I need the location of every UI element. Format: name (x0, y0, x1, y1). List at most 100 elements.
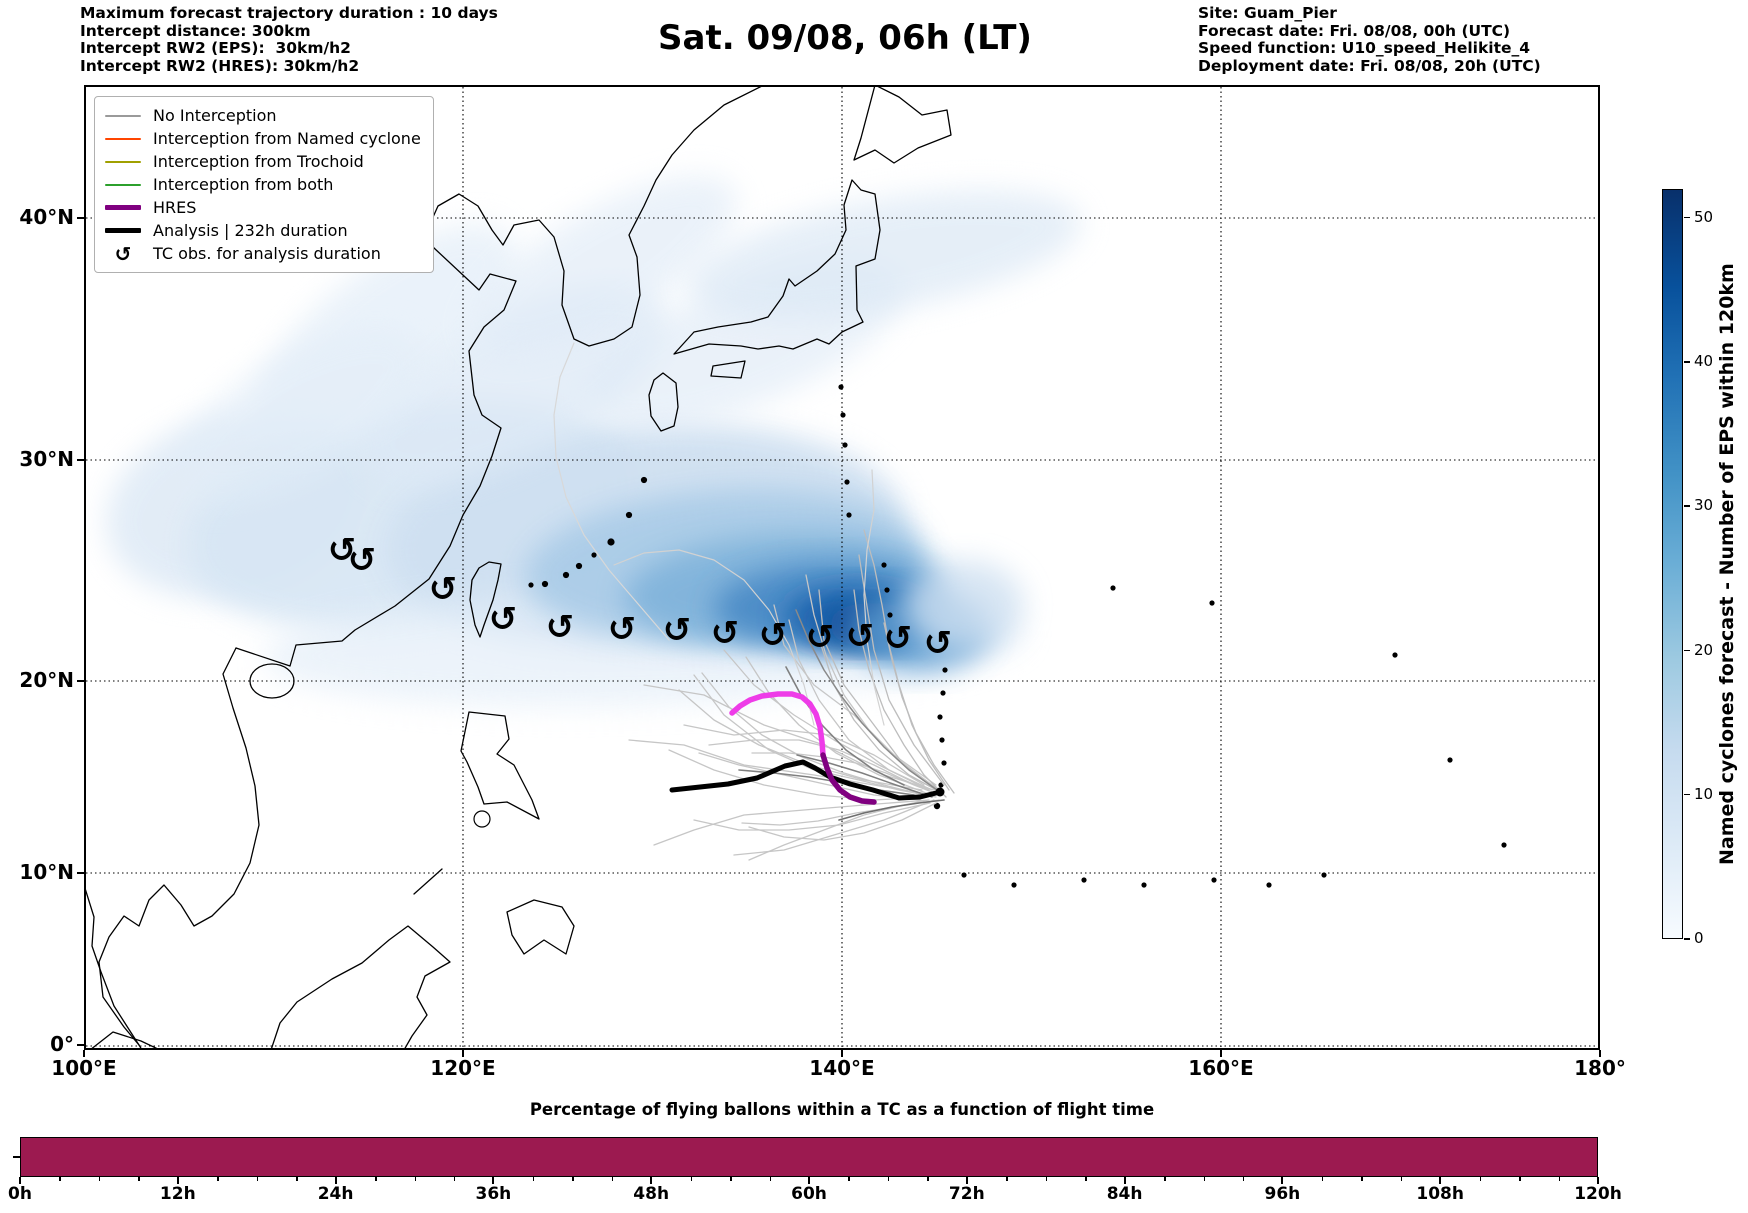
timebar-minor-tick (217, 1177, 219, 1181)
legend-line-swatch (105, 183, 141, 186)
map-panel: ↺ ↺ ↺ ↺ ↺ ↺ ↺ ↺ ↺ ↺ ↺ ↺ ↺ No Interception Interceptio… (84, 85, 1600, 1050)
y-axis-tick (77, 217, 84, 219)
cyclone-icon: ↺ (924, 624, 953, 664)
timebar-minor-tick (59, 1177, 61, 1181)
colorbar-tick (1684, 216, 1690, 219)
trajectories-no-interception (553, 342, 955, 861)
timebar-minor-tick (414, 1177, 416, 1181)
legend-item: ↺ TC obs. for analysis duration (105, 242, 421, 265)
timebar-major-tick (334, 1177, 337, 1184)
timebar-minor-tick (690, 1177, 693, 1181)
legend-line-swatch (105, 205, 141, 210)
timebar-major-tick (965, 1177, 968, 1184)
timebar-minor-tick (296, 1177, 298, 1181)
y-axis-tick (77, 1044, 84, 1046)
cyclone-icon: ↺ (759, 616, 788, 656)
legend-line (105, 137, 141, 140)
timebar-tick-label: 60h (791, 1184, 827, 1204)
timebar-minor-tick (1242, 1177, 1245, 1181)
colorbar-tick (1684, 505, 1690, 507)
map-legend: No Interception Interception from Named c… (94, 96, 434, 273)
cyclone-icon: ↺ (328, 531, 357, 571)
map-canvas: ↺↺↺↺ ↺ ↺ ↺ ↺ ↺ ↺ ↺ ↺ ↺ (86, 87, 1598, 1048)
timebar-major-tick (650, 1177, 653, 1184)
cyclone-icon: ↺ (114, 241, 132, 266)
timebar-tick-label: 36h (475, 1184, 512, 1204)
legend-line-swatch (105, 228, 141, 233)
timebar-major-tick (176, 1177, 179, 1184)
legend-line-swatch (105, 114, 141, 117)
timebar-minor-tick (256, 1177, 259, 1181)
timebar-minor-tick (453, 1177, 456, 1181)
legend-line-swatch (105, 137, 141, 140)
colorbar-tick-label: 40 (1694, 352, 1714, 371)
timebar-minor-tick (532, 1177, 535, 1181)
colorbar-tick (1684, 793, 1690, 796)
cyclone-icon: ↺ (711, 614, 740, 654)
timebar-minor-tick (1085, 1177, 1087, 1181)
timebar-minor-tick (1400, 1177, 1403, 1181)
cyclone-icon: ↺ (608, 610, 637, 650)
timebar-major-tick (492, 1177, 495, 1184)
timebar-tick-label: 24h (317, 1184, 354, 1204)
timebar-major-tick (1597, 1177, 1599, 1184)
cyclone-icon: ↺ (489, 600, 518, 640)
legend-item: Analysis | 232h duration (105, 219, 421, 242)
timebar-minor-tick (611, 1177, 614, 1181)
y-axis-tick (77, 872, 84, 874)
legend-item: HRES (105, 196, 421, 219)
colorbar-label: Named cyclones forecast - Number of EPS … (1716, 263, 1738, 865)
timebar-minor-tick (1479, 1177, 1482, 1181)
legend-item: Interception from Trochoid (105, 150, 421, 173)
timebar-major-tick (1281, 1177, 1284, 1184)
legend-line (105, 228, 141, 233)
colorbar-tick-label: 50 (1694, 207, 1714, 226)
timebar-major-tick (808, 1177, 810, 1184)
legend-label: Interception from Trochoid (153, 152, 364, 171)
timebar-major-tick (19, 1177, 21, 1184)
legend-line (105, 114, 141, 117)
timebar-major-tick (1439, 1177, 1442, 1184)
x-axis-tick-label: 180° (1574, 1056, 1626, 1080)
colorbar-tick (1684, 361, 1690, 363)
cyclone-icon: ↺ (546, 608, 575, 648)
timebar-minor-tick (769, 1177, 772, 1181)
cyclone-icon: ↺ (348, 541, 377, 581)
colorbar-tick-label: 0 (1694, 929, 1704, 947)
cyclone-icon: ↺ (806, 618, 835, 658)
cyclone-icon: ↺ (663, 611, 692, 651)
y-axis-tick-label: 40°N (19, 205, 74, 229)
coastlines (86, 87, 952, 1048)
tc-symbol-icon: ↺ (105, 244, 141, 264)
timebar-tick-label: 84h (1106, 1184, 1143, 1204)
legend-label: No Interception (153, 106, 277, 125)
timebar-minor-tick (1558, 1177, 1561, 1181)
colorbar-tick-label: 10 (1694, 784, 1714, 803)
eps-density-plume (106, 176, 1082, 707)
timebar-minor-tick (927, 1177, 929, 1181)
timebar-minor-tick (1321, 1177, 1324, 1181)
timebar-minor-tick (1519, 1177, 1521, 1181)
colorbar-tick-label: 20 (1694, 640, 1714, 659)
colorbar (1662, 189, 1683, 939)
timebar-tick-label: 0h (8, 1184, 32, 1204)
legend-line (105, 183, 141, 186)
timebar-tick-label: 48h (633, 1184, 670, 1204)
legend-line (105, 160, 141, 163)
timebar-minor-tick (848, 1177, 850, 1181)
timebar-y-tick (13, 1156, 20, 1158)
run-settings-text: Maximum forecast trajectory duration : 1… (80, 4, 498, 75)
tc-obs-symbols: ↺↺↺↺ ↺ ↺ ↺ ↺ ↺ ↺ ↺ ↺ ↺ (328, 531, 953, 664)
analysis-track-end (935, 787, 945, 797)
y-axis-tick-label: 0° (50, 1032, 74, 1056)
timebar-minor-tick (1045, 1177, 1048, 1181)
colorbar-tick-label: 30 (1694, 496, 1714, 515)
x-axis-tick (841, 1050, 843, 1057)
legend-line-swatch (105, 160, 141, 163)
legend-label: Analysis | 232h duration (153, 221, 348, 240)
timebar-minor-tick (1006, 1177, 1008, 1181)
timebar-title: Percentage of flying ballons within a TC… (529, 1100, 1155, 1119)
timebar-tick-label: 12h (159, 1184, 196, 1204)
timebar-tick-label: 120h (1574, 1184, 1622, 1204)
colorbar-tick (1684, 938, 1690, 940)
